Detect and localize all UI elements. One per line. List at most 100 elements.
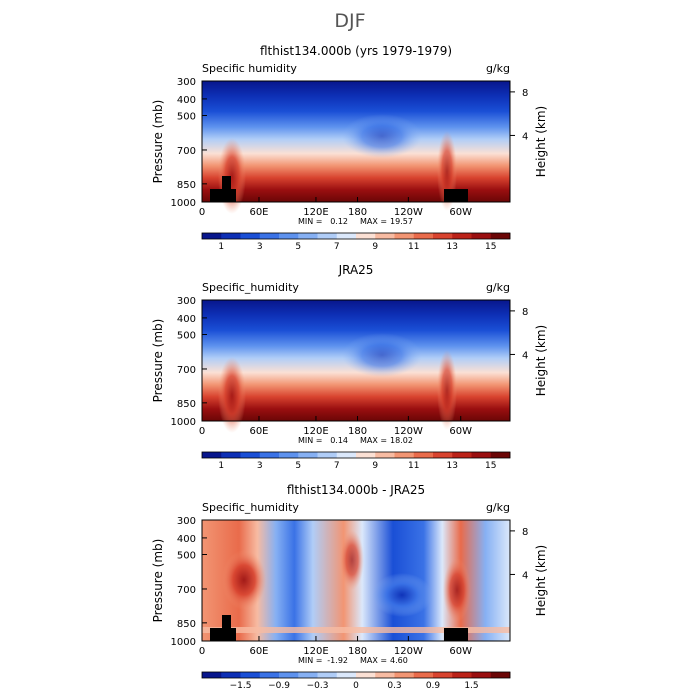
positive-anomaly bbox=[222, 550, 266, 610]
x-tick-label: 120E bbox=[303, 426, 328, 437]
colorbar-label: 0.9 bbox=[426, 681, 441, 691]
y-tick-label: 850 bbox=[177, 399, 196, 410]
colorbar-swatch bbox=[279, 452, 299, 458]
max-value: 4.60 bbox=[390, 656, 408, 665]
colorbar-swatch bbox=[259, 452, 280, 458]
colorbar-label: 13 bbox=[447, 461, 458, 471]
y-tick-label: 1000 bbox=[171, 198, 196, 209]
colorbar-label: 7 bbox=[334, 461, 340, 471]
colorbar-swatch bbox=[240, 233, 261, 239]
colorbar-label: 11 bbox=[408, 461, 419, 471]
x-tick-label: 60E bbox=[249, 207, 268, 218]
colorbar-swatch bbox=[490, 672, 511, 678]
y-tick-label: 400 bbox=[177, 314, 196, 325]
variable-label: Specific humidity bbox=[202, 62, 297, 75]
colorbar-label: −0.9 bbox=[268, 681, 290, 691]
dry-region bbox=[342, 333, 422, 377]
x-tick-label: 180 bbox=[348, 426, 367, 437]
colorbar-label: 5 bbox=[295, 242, 301, 252]
colorbar-swatch bbox=[471, 672, 492, 678]
colorbar-label: 0.3 bbox=[387, 681, 401, 691]
units-label: g/kg bbox=[486, 281, 510, 294]
negative-anomaly bbox=[372, 573, 432, 617]
colorbar-swatch bbox=[413, 672, 434, 678]
colorbar-swatch bbox=[259, 233, 280, 239]
colorbar-swatch bbox=[279, 672, 299, 678]
colorbar-swatch bbox=[298, 452, 318, 458]
min-label: MIN = bbox=[298, 436, 323, 445]
colorbar-swatch bbox=[202, 233, 222, 239]
colorbar-swatch bbox=[452, 452, 472, 458]
colorbar-label: 0 bbox=[353, 681, 359, 691]
colorbar-swatch bbox=[336, 672, 357, 678]
right-tick-label: 4 bbox=[522, 131, 528, 142]
right-tick-label: 4 bbox=[522, 570, 528, 581]
min-value: -1.92 bbox=[327, 656, 348, 665]
units-label: g/kg bbox=[486, 501, 510, 514]
moist-plume bbox=[218, 357, 246, 433]
y-axis-title: Pressure (mb) bbox=[151, 319, 165, 403]
colorbar-label: 9 bbox=[372, 242, 378, 252]
colorbar-swatch bbox=[433, 452, 453, 458]
x-tick-label: 60W bbox=[449, 426, 472, 437]
panel-title: flthist134.000b - JRA25 bbox=[287, 483, 425, 497]
colorbar-swatch bbox=[317, 233, 338, 239]
colorbar-label: 1.5 bbox=[464, 681, 478, 691]
moist-plume bbox=[437, 350, 457, 430]
y-tick-label: 400 bbox=[177, 534, 196, 545]
colorbar-label: 1 bbox=[218, 242, 224, 252]
colorbar-swatch bbox=[394, 672, 415, 678]
colorbar-label: 15 bbox=[485, 242, 496, 252]
colorbar-swatch bbox=[413, 233, 434, 239]
plot-frame bbox=[201, 80, 511, 203]
x-tick-label: 180 bbox=[348, 207, 367, 218]
page-title: DJF bbox=[334, 10, 366, 32]
variable-label: Specific_humidity bbox=[202, 501, 299, 514]
colorbar-label: 3 bbox=[257, 461, 263, 471]
colorbar-swatch bbox=[336, 233, 357, 239]
positive-anomaly bbox=[443, 558, 471, 622]
colorbar-swatch bbox=[433, 672, 453, 678]
x-tick-label: 180 bbox=[348, 646, 367, 657]
units-label: g/kg bbox=[486, 62, 510, 75]
y-tick-label: 1000 bbox=[171, 637, 196, 648]
x-tick-label: 120W bbox=[394, 207, 423, 218]
y-tick-label: 500 bbox=[177, 111, 196, 122]
colorbar-label: 5 bbox=[295, 461, 301, 471]
y-tick-label: 1000 bbox=[171, 417, 196, 428]
colorbar-swatch bbox=[221, 672, 241, 678]
max-value: 18.02 bbox=[390, 436, 413, 445]
colorbar-swatch bbox=[317, 672, 338, 678]
plot-frame bbox=[201, 519, 511, 642]
x-tick-label: 120W bbox=[394, 646, 423, 657]
colorbar-swatch bbox=[433, 233, 453, 239]
colorbar-swatch bbox=[259, 672, 280, 678]
colorbar-swatch bbox=[221, 452, 241, 458]
right-tick-label: 8 bbox=[522, 88, 528, 99]
dry-region bbox=[342, 114, 422, 158]
right-axis-title: Height (km) bbox=[534, 325, 548, 396]
colorbar-frame bbox=[201, 451, 511, 459]
colorbar-swatch bbox=[356, 233, 376, 239]
colorbar-swatch bbox=[471, 452, 492, 458]
right-axis-title: Height (km) bbox=[534, 545, 548, 616]
x-tick-label: 0 bbox=[199, 207, 205, 218]
min-label: MIN = bbox=[298, 656, 323, 665]
colorbar-swatch bbox=[394, 452, 415, 458]
colorbar-swatch bbox=[240, 672, 261, 678]
min-value: 0.12 bbox=[330, 217, 348, 226]
x-tick-label: 120W bbox=[394, 426, 423, 437]
right-tick-label: 8 bbox=[522, 527, 528, 538]
topography-mask bbox=[444, 628, 468, 641]
colorbar-swatch bbox=[317, 452, 338, 458]
colorbar-frame bbox=[201, 232, 511, 240]
x-tick-label: 60E bbox=[249, 426, 268, 437]
colorbar-swatch bbox=[490, 452, 511, 458]
colorbar-label: 1 bbox=[218, 461, 224, 471]
panel-title: JRA25 bbox=[338, 263, 374, 277]
max-value: 19.57 bbox=[390, 217, 413, 226]
colorbar-swatch bbox=[452, 233, 472, 239]
colorbar-swatch bbox=[221, 233, 241, 239]
